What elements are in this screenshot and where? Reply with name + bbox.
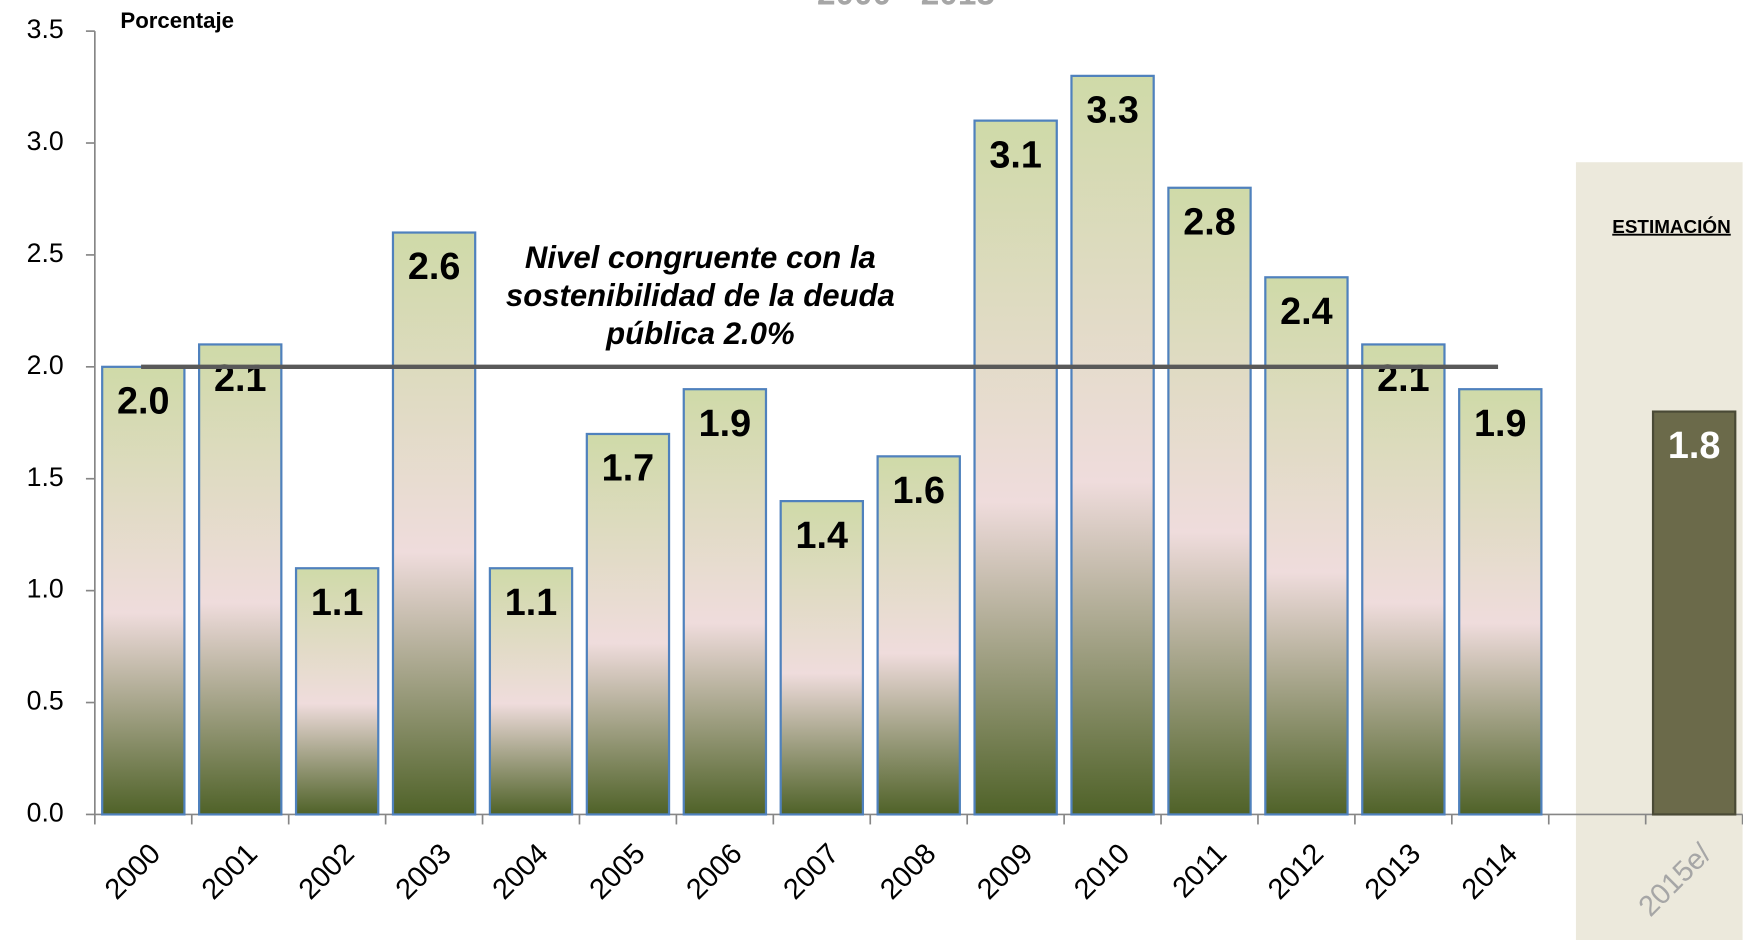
value-label: 1.7 <box>602 448 655 490</box>
bar <box>973 119 1058 816</box>
value-label: 1.6 <box>892 470 945 512</box>
x-tick-label: 2000 <box>99 838 167 906</box>
bar <box>1264 276 1349 816</box>
chart-title: 2000 - 2015 <box>817 0 995 12</box>
y-tick-label: 3.5 <box>27 14 64 44</box>
value-label: 1.8 <box>1668 425 1721 467</box>
value-label: 2.1 <box>214 358 267 400</box>
value-label: 3.3 <box>1086 90 1139 132</box>
bar <box>488 567 574 816</box>
bar <box>876 455 961 816</box>
x-tick-label: 2006 <box>680 838 748 906</box>
estimate-label: ESTIMACIÓN <box>1612 216 1731 238</box>
x-tick-label: 2012 <box>1262 838 1330 906</box>
value-label: 3.1 <box>989 134 1041 176</box>
x-tick-label: 2004 <box>487 838 555 906</box>
y-tick-label: 1.5 <box>27 462 64 492</box>
x-tick-label: 2003 <box>390 838 458 906</box>
bar <box>1361 343 1446 816</box>
y-axis-label: Porcentaje <box>120 8 234 33</box>
bar <box>294 567 380 816</box>
y-tick-label: 2.5 <box>27 238 64 268</box>
value-label: 1.1 <box>311 582 364 624</box>
annotation: pública 2.0% <box>605 316 794 351</box>
bar <box>198 343 283 816</box>
bar <box>682 388 768 816</box>
value-label: 2.4 <box>1280 291 1333 333</box>
x-tick-label: 2002 <box>293 838 361 906</box>
value-label: 1.1 <box>505 582 557 624</box>
x-tick-label: 2009 <box>971 838 1039 906</box>
y-tick-label: 3.0 <box>27 126 64 156</box>
value-label: 2.0 <box>117 380 169 422</box>
bar <box>101 365 186 816</box>
value-label: 2.8 <box>1183 201 1236 243</box>
bar <box>779 500 865 816</box>
x-tick-label: 2005 <box>584 838 652 906</box>
y-tick-label: 0.5 <box>27 686 64 716</box>
x-tick-label: 2011 <box>1167 838 1234 905</box>
bar <box>585 432 671 816</box>
annotation: sostenibilidad de la deuda <box>506 278 895 313</box>
x-tick-label: 2001 <box>196 838 264 906</box>
annotation: Nivel congruente con la <box>525 240 876 275</box>
y-tick-label: 0.0 <box>27 797 64 827</box>
bar <box>1167 186 1252 816</box>
x-tick-label: 2007 <box>777 838 845 906</box>
x-tick-label: 2010 <box>1068 838 1136 906</box>
bar <box>1070 74 1155 816</box>
value-label: 2.6 <box>408 246 461 288</box>
bar <box>1651 410 1737 816</box>
y-tick-label: 2.0 <box>27 350 64 380</box>
bar <box>1458 388 1543 816</box>
y-tick-label: 1.0 <box>27 574 64 604</box>
x-tick-label: 2013 <box>1359 838 1427 906</box>
x-tick-label: 2008 <box>874 838 942 906</box>
value-label: 1.9 <box>1474 403 1527 445</box>
value-label: 1.9 <box>699 403 752 445</box>
bar <box>391 231 477 816</box>
value-label: 2.1 <box>1377 358 1430 400</box>
x-tick-label: 2014 <box>1456 838 1524 906</box>
value-label: 1.4 <box>796 515 849 557</box>
